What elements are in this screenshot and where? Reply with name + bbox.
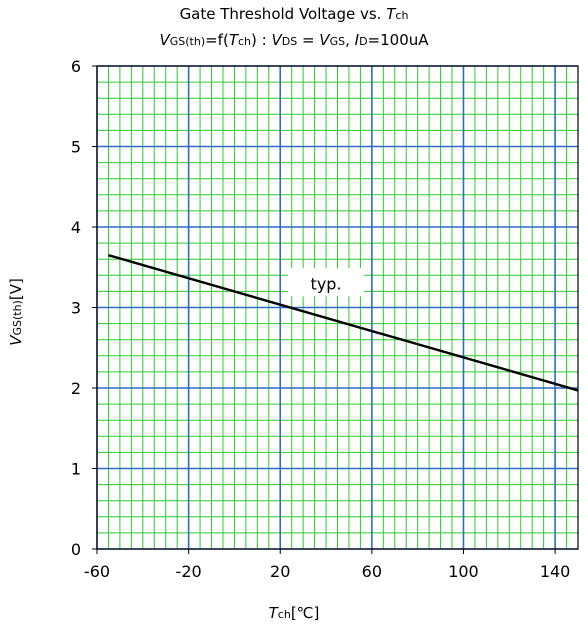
chart-subtitle: VGS(th)=f(Tch) : VDS = VGS, ID=100uA: [159, 31, 429, 49]
annotation-group: typ.: [288, 268, 365, 297]
chart-title: Gate Threshold Voltage vs. Tch: [179, 5, 409, 23]
x-axis-ticks: -60 -20 20 60 100 140: [84, 549, 570, 581]
x-tick-label: 60: [362, 562, 382, 581]
series-group: [108, 254, 579, 392]
x-axis-label: Tch[℃]: [268, 604, 320, 622]
series-line-typ: [108, 254, 579, 392]
x-tick-label: 140: [540, 562, 571, 581]
y-tick-label: 4: [71, 218, 81, 237]
x-tick-label: 100: [448, 562, 479, 581]
annotation-label-typ: typ.: [311, 274, 342, 293]
annotation-background: [288, 268, 365, 297]
y-tick-label: 5: [71, 138, 81, 157]
x-tick-label: 20: [270, 562, 290, 581]
y-tick-label: 3: [71, 299, 81, 318]
y-axis-ticks: 0 1 2 3 4 5 6: [71, 57, 97, 559]
y-axis-label: VGS(th)[V]: [7, 278, 25, 346]
x-tick-label: -20: [176, 562, 202, 581]
y-tick-label: 6: [71, 57, 81, 76]
x-tick-label: -60: [84, 562, 110, 581]
y-tick-label: 2: [71, 379, 81, 398]
y-tick-label: 1: [71, 460, 81, 479]
y-tick-label: 0: [71, 540, 81, 559]
